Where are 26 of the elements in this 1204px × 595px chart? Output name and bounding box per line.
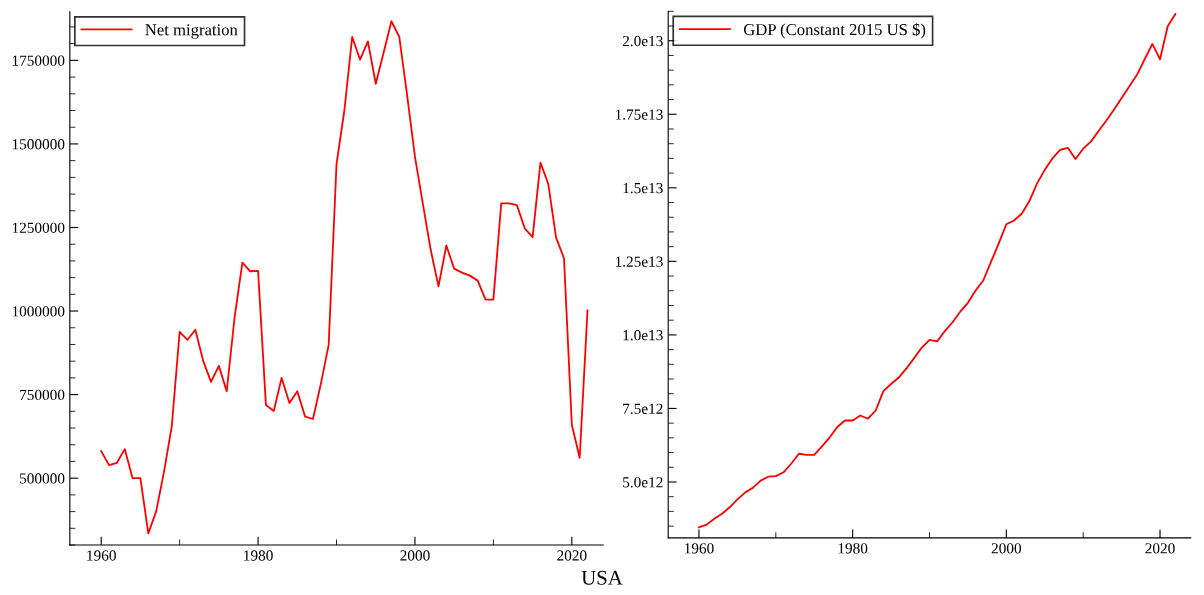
y-tick-label: 7.5e12	[623, 403, 663, 414]
legend-label: GDP (Constant 2015 US $)	[743, 22, 926, 39]
y-tick-label: 1750000	[12, 55, 65, 66]
x-tick-label: 1960	[87, 550, 116, 561]
x-tick-label: 2020	[1145, 543, 1175, 554]
y-tick-label: 1.75e13	[615, 109, 663, 120]
y-tick-label: 1.25e13	[615, 256, 663, 267]
y-tick-label: 500000	[20, 473, 65, 484]
y-tick-label: 1500000	[12, 139, 65, 150]
line-series	[698, 13, 1177, 529]
x-tick-label: 1960	[685, 543, 714, 554]
y-tick-label: 1.5e13	[623, 182, 663, 194]
x-tick-label: 2000	[400, 550, 430, 561]
y-tick-label: 5.0e12	[623, 477, 663, 488]
y-tick-label: 1000000	[12, 306, 65, 317]
x-tick-label: 2000	[991, 543, 1022, 554]
y-tick-label: 2.0e13	[622, 35, 663, 47]
y-tick-label: 1250000	[12, 222, 65, 233]
y-tick-label: 1.0e13	[623, 330, 663, 341]
y-tick-label: 750000	[20, 389, 65, 401]
x-tick-label: 1980	[244, 550, 273, 561]
x-tick-label: 2020	[557, 550, 587, 561]
x-tick-label: 1980	[838, 543, 868, 554]
line-series	[100, 20, 589, 535]
legend-label: Net migration	[145, 24, 238, 39]
text: USA	[581, 570, 623, 585]
